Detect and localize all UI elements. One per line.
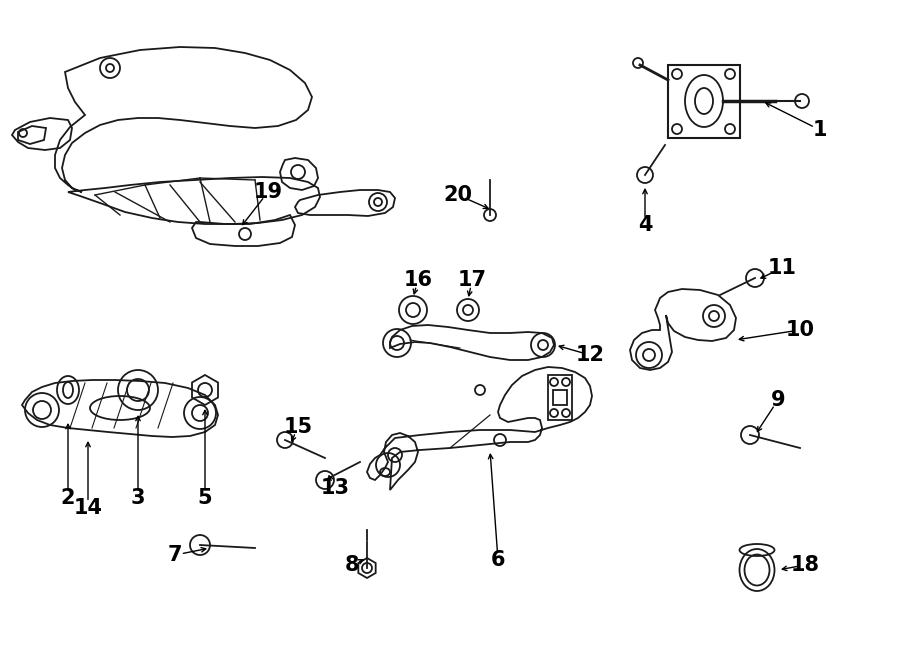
Text: 7: 7	[167, 545, 182, 565]
Text: 15: 15	[284, 417, 312, 437]
Text: 12: 12	[575, 345, 605, 365]
Text: 10: 10	[786, 320, 815, 340]
Text: 14: 14	[74, 498, 103, 518]
Text: 6: 6	[491, 550, 505, 570]
Text: 11: 11	[768, 258, 796, 278]
Text: 3: 3	[130, 488, 145, 508]
Text: 8: 8	[345, 555, 359, 575]
Text: 9: 9	[770, 390, 786, 410]
Text: 17: 17	[457, 270, 487, 290]
Text: 1: 1	[813, 120, 827, 140]
Text: 5: 5	[198, 488, 212, 508]
Text: 16: 16	[403, 270, 433, 290]
Text: 13: 13	[320, 478, 349, 498]
Text: 20: 20	[444, 185, 472, 205]
Text: 19: 19	[254, 182, 283, 202]
Text: 18: 18	[790, 555, 820, 575]
Text: 2: 2	[61, 488, 76, 508]
Text: 4: 4	[638, 215, 652, 235]
